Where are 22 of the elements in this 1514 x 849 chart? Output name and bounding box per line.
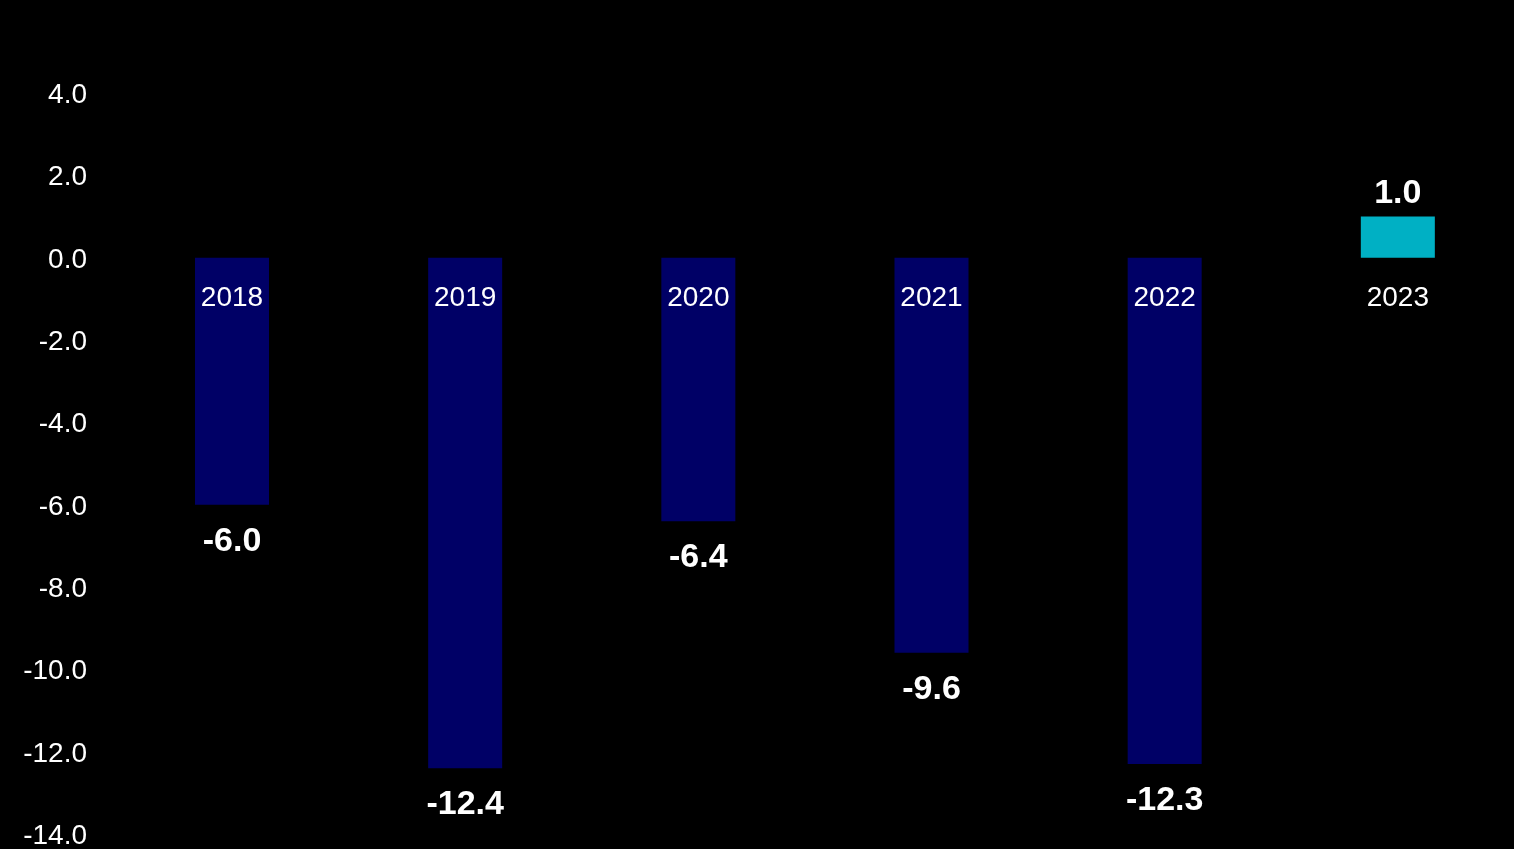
y-tick-label: 4.0 — [48, 77, 87, 109]
x-tick-label: 2019 — [434, 280, 497, 312]
y-tick-label: 2.0 — [48, 160, 87, 192]
x-tick-label: 2022 — [1133, 280, 1196, 312]
y-tick-label: -12.0 — [23, 736, 87, 768]
data-label: -12.3 — [1125, 779, 1204, 818]
data-label: 1.0 — [1374, 171, 1422, 210]
x-tick-label: 2021 — [900, 280, 963, 312]
data-label: -6.4 — [669, 536, 728, 575]
x-tick-label: 2018 — [200, 280, 264, 312]
x-tick-label: 2023 — [1366, 280, 1429, 312]
y-tick-label: -4.0 — [38, 407, 87, 439]
x-tick-label: 2020 — [667, 280, 730, 312]
y-tick-label: -8.0 — [38, 571, 87, 603]
y-tick-label: 0.0 — [48, 242, 87, 274]
y-tick-label: -10.0 — [23, 654, 87, 686]
data-label: -12.4 — [426, 783, 504, 822]
y-tick-label: -6.0 — [38, 489, 87, 521]
data-label: -6.0 — [202, 519, 262, 558]
y-tick-label: -2.0 — [38, 324, 87, 356]
data-label: -9.6 — [902, 667, 961, 706]
y-tick-label: -14.0 — [23, 818, 87, 849]
